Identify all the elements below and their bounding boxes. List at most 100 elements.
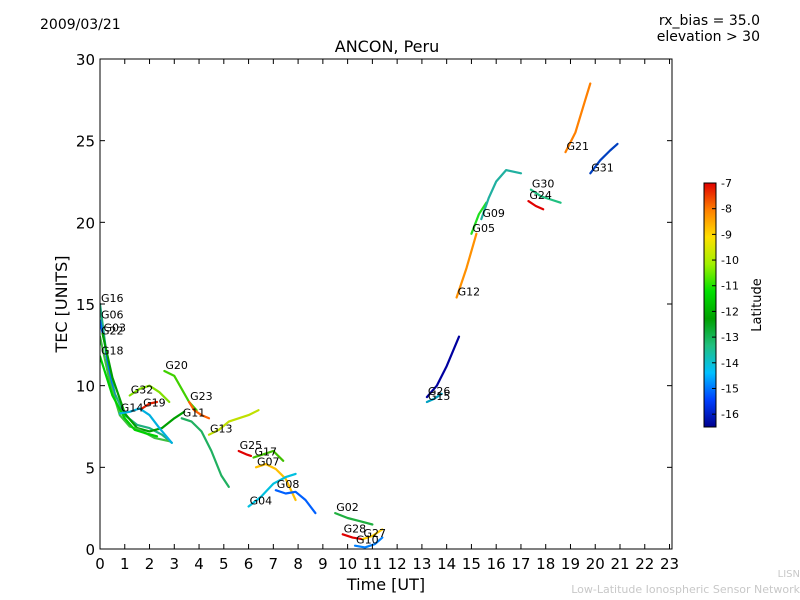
series-line-g07 <box>254 463 297 502</box>
x-tick-label: 18 <box>536 555 555 573</box>
date-label: 2009/03/21 <box>40 17 121 33</box>
colorbar-tick-label: -15 <box>721 382 739 395</box>
series-label-g06: G06 <box>101 308 124 321</box>
series-label-g15: G15 <box>428 390 451 403</box>
series-line-g18 <box>100 355 159 438</box>
rx-bias-label: rx_bias = 35.0 <box>658 13 760 29</box>
series-label-g03: G03 <box>103 321 126 334</box>
series-label-g11: G11 <box>183 406 206 419</box>
y-tick-label: 20 <box>76 214 95 232</box>
series-line-g17 <box>252 449 285 462</box>
series-label-g10: G10 <box>356 534 379 547</box>
y-tick-label: 10 <box>76 378 95 396</box>
x-tick-label: 5 <box>219 555 229 573</box>
series-label-g02: G02 <box>336 501 359 514</box>
series-line-g19 <box>141 400 159 410</box>
series-label-g25: G25 <box>240 439 263 452</box>
series-label-g27: G27 <box>363 527 386 540</box>
series-label-g21: G21 <box>567 140 590 153</box>
colorbar-tick-label: -13 <box>721 331 739 344</box>
x-tick-label: 0 <box>95 555 105 573</box>
y-tick-label: 25 <box>76 133 95 151</box>
series-line-g22 <box>100 335 171 443</box>
series-layer <box>100 82 619 549</box>
series-label-g17: G17 <box>255 446 278 459</box>
x-tick-label: 7 <box>269 555 279 573</box>
series-line-g21 <box>564 82 592 154</box>
series-label-g05: G05 <box>472 222 495 235</box>
x-tick-label: 17 <box>511 555 530 573</box>
x-tick-label: 19 <box>561 555 580 573</box>
series-label-g26: G26 <box>428 385 451 398</box>
series-label-g14: G14 <box>121 401 144 414</box>
x-tick-label: 12 <box>388 555 407 573</box>
series-line-g13 <box>207 409 260 436</box>
series-label-g04: G04 <box>250 495 273 508</box>
series-label-g12: G12 <box>458 285 481 298</box>
y-tick-label: 15 <box>76 296 95 314</box>
series-line-g03 <box>101 332 186 433</box>
series-label-g18: G18 <box>101 344 124 357</box>
series-label-g32: G32 <box>131 383 154 396</box>
axis-ticks: 0 1 2 3 4 5 6 7 8 9 10 11 12 13 14 15 16 17 18 19 20 21 22 2305… <box>76 51 679 573</box>
colorbar-tick-label: -16 <box>721 408 739 421</box>
footer-network-acronym: LISN <box>777 569 800 580</box>
series-label-g09: G09 <box>482 207 505 220</box>
series-line-g25 <box>237 449 253 457</box>
series-label-g20: G20 <box>165 359 188 372</box>
x-tick-label: 22 <box>635 555 654 573</box>
x-tick-label: 16 <box>487 555 506 573</box>
x-axis-label: Time [UT] <box>346 575 425 594</box>
series-line-g28 <box>341 533 364 541</box>
series-line-g05 <box>470 201 488 235</box>
x-tick-label: 13 <box>412 555 431 573</box>
colorbar-tick-label: -8 <box>721 203 732 216</box>
colorbar-ticks: -7 -8 -9 -10 -11 -12 -13 -14 -15 -16 <box>712 177 739 421</box>
series-line-g02 <box>334 511 374 526</box>
series-label-g13: G13 <box>210 423 233 436</box>
series-label-g07: G07 <box>257 455 280 468</box>
series-line-g32 <box>128 384 171 404</box>
y-tick-label: 5 <box>85 459 95 477</box>
series-line-g12 <box>455 232 478 299</box>
series-label-g23: G23 <box>190 390 213 403</box>
series-line-g10 <box>353 536 384 549</box>
y-tick-label: 30 <box>76 51 95 69</box>
x-tick-label: 8 <box>293 555 303 573</box>
series-label-g30: G30 <box>532 178 555 191</box>
x-tick-label: 1 <box>120 555 130 573</box>
series-line-g11 <box>180 417 230 488</box>
x-tick-label: 20 <box>586 555 605 573</box>
series-line-g09 <box>480 169 523 221</box>
series-line-g23 <box>188 400 211 420</box>
x-tick-label: 4 <box>194 555 204 573</box>
colorbar-tick-label: -14 <box>721 357 739 370</box>
series-line-g27 <box>361 528 384 541</box>
series-label-g08: G08 <box>277 478 300 491</box>
colorbar-tick-label: -11 <box>721 280 739 293</box>
colorbar <box>703 182 717 428</box>
x-tick-label: 23 <box>660 555 679 573</box>
series-line-g26 <box>425 335 461 399</box>
x-tick-label: 14 <box>437 555 456 573</box>
plot-frame <box>99 58 673 550</box>
x-tick-label: 6 <box>244 555 254 573</box>
y-axis-label: TEC [UNITS] <box>52 256 71 354</box>
colorbar-label: Latitude <box>750 278 765 332</box>
series-line-g24 <box>527 200 545 211</box>
series-label-g19: G19 <box>143 397 166 410</box>
footer-network-name: Low-Latitude Ionospheric Sensor Network <box>571 583 800 596</box>
elevation-label: elevation > 30 <box>656 29 760 45</box>
x-tick-label: 10 <box>338 555 357 573</box>
x-tick-label: 11 <box>363 555 382 573</box>
y-tick-label: 0 <box>85 541 95 559</box>
series-line-g31 <box>589 142 619 175</box>
series-label-g28: G28 <box>344 522 367 535</box>
series-line-g08 <box>274 489 317 515</box>
chart-title: ANCON, Peru <box>334 37 440 56</box>
x-tick-label: 2 <box>145 555 155 573</box>
x-tick-label: 3 <box>170 555 180 573</box>
series-line-g30 <box>529 188 562 204</box>
x-tick-label: 9 <box>318 555 328 573</box>
